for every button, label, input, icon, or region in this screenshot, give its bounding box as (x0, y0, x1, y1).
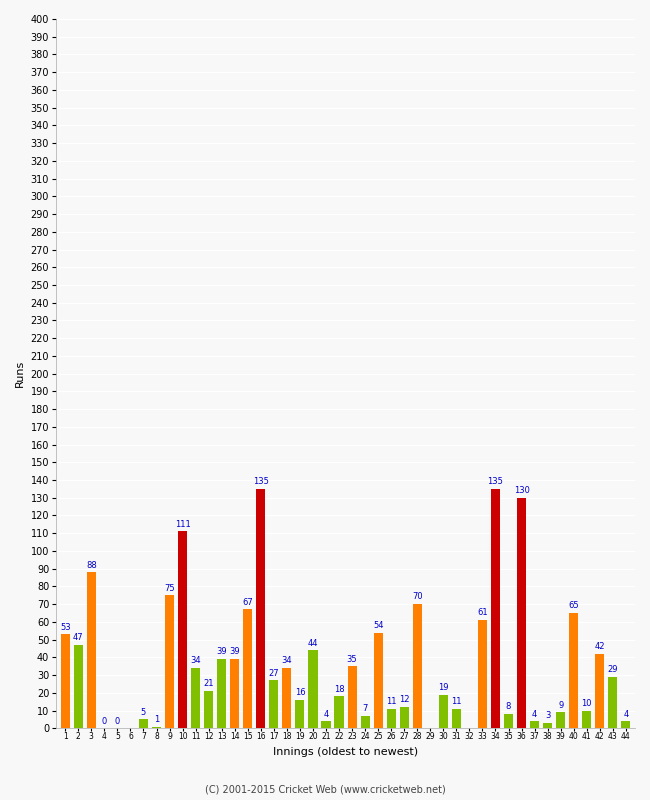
Bar (374, 633, 383, 728)
Bar (60, 634, 70, 728)
Text: 88: 88 (86, 561, 97, 570)
Bar (139, 719, 148, 728)
Text: 135: 135 (253, 478, 268, 486)
Text: 111: 111 (175, 520, 190, 529)
Text: 44: 44 (307, 638, 318, 647)
Text: 12: 12 (399, 695, 410, 704)
Bar (165, 595, 174, 728)
Bar (439, 694, 448, 728)
Text: 4: 4 (324, 710, 329, 718)
Bar (595, 654, 604, 728)
Bar (517, 498, 526, 728)
Bar (308, 650, 318, 728)
Text: 0: 0 (115, 717, 120, 726)
Text: 65: 65 (568, 602, 579, 610)
Bar (348, 666, 357, 728)
Bar (400, 707, 409, 728)
Bar (269, 681, 278, 728)
Text: 39: 39 (216, 647, 227, 657)
Text: 34: 34 (281, 656, 292, 666)
Text: 29: 29 (608, 665, 618, 674)
Bar (256, 489, 265, 728)
Bar (556, 712, 566, 728)
Bar (204, 691, 213, 728)
Bar (543, 723, 552, 728)
Y-axis label: Runs: Runs (15, 360, 25, 387)
Text: 1: 1 (154, 715, 159, 724)
Text: 7: 7 (363, 704, 368, 714)
Bar (504, 714, 513, 728)
Text: 9: 9 (558, 701, 564, 710)
Bar (387, 709, 396, 728)
Bar (361, 716, 370, 728)
Bar (191, 668, 200, 728)
Bar (569, 613, 578, 728)
Text: 34: 34 (190, 656, 201, 666)
Bar (335, 696, 344, 728)
Bar (282, 668, 291, 728)
Text: 18: 18 (333, 685, 344, 694)
Bar (608, 677, 618, 728)
Text: 8: 8 (506, 702, 511, 711)
X-axis label: Innings (oldest to newest): Innings (oldest to newest) (273, 747, 418, 757)
Text: 4: 4 (623, 710, 629, 718)
Text: 10: 10 (582, 699, 592, 708)
Text: (C) 2001-2015 Cricket Web (www.cricketweb.net): (C) 2001-2015 Cricket Web (www.cricketwe… (205, 784, 445, 794)
Text: 130: 130 (514, 486, 530, 495)
Text: 5: 5 (141, 708, 146, 717)
Text: 39: 39 (229, 647, 240, 657)
Text: 47: 47 (73, 634, 84, 642)
Text: 0: 0 (102, 717, 107, 726)
Text: 135: 135 (488, 478, 504, 486)
Text: 70: 70 (412, 593, 423, 602)
Text: 53: 53 (60, 622, 71, 632)
Bar (217, 659, 226, 728)
Text: 67: 67 (242, 598, 253, 607)
Bar (478, 620, 487, 728)
Bar (230, 659, 239, 728)
Bar (491, 489, 500, 728)
Text: 61: 61 (477, 609, 488, 618)
Bar (86, 572, 96, 728)
Bar (178, 531, 187, 728)
Bar (413, 604, 422, 728)
Text: 54: 54 (373, 621, 384, 630)
Text: 4: 4 (532, 710, 538, 718)
Text: 35: 35 (346, 654, 358, 663)
Bar (582, 710, 592, 728)
Bar (452, 709, 461, 728)
Bar (73, 645, 83, 728)
Text: 11: 11 (386, 697, 396, 706)
Bar (621, 721, 630, 728)
Bar (243, 610, 252, 728)
Text: 19: 19 (438, 683, 448, 692)
Text: 21: 21 (203, 679, 214, 688)
Text: 11: 11 (451, 697, 462, 706)
Bar (152, 726, 161, 728)
Bar (295, 700, 304, 728)
Bar (322, 721, 331, 728)
Text: 75: 75 (164, 584, 175, 593)
Text: 3: 3 (545, 711, 551, 720)
Text: 42: 42 (595, 642, 605, 651)
Bar (530, 721, 539, 728)
Text: 16: 16 (294, 688, 305, 698)
Text: 27: 27 (268, 669, 279, 678)
